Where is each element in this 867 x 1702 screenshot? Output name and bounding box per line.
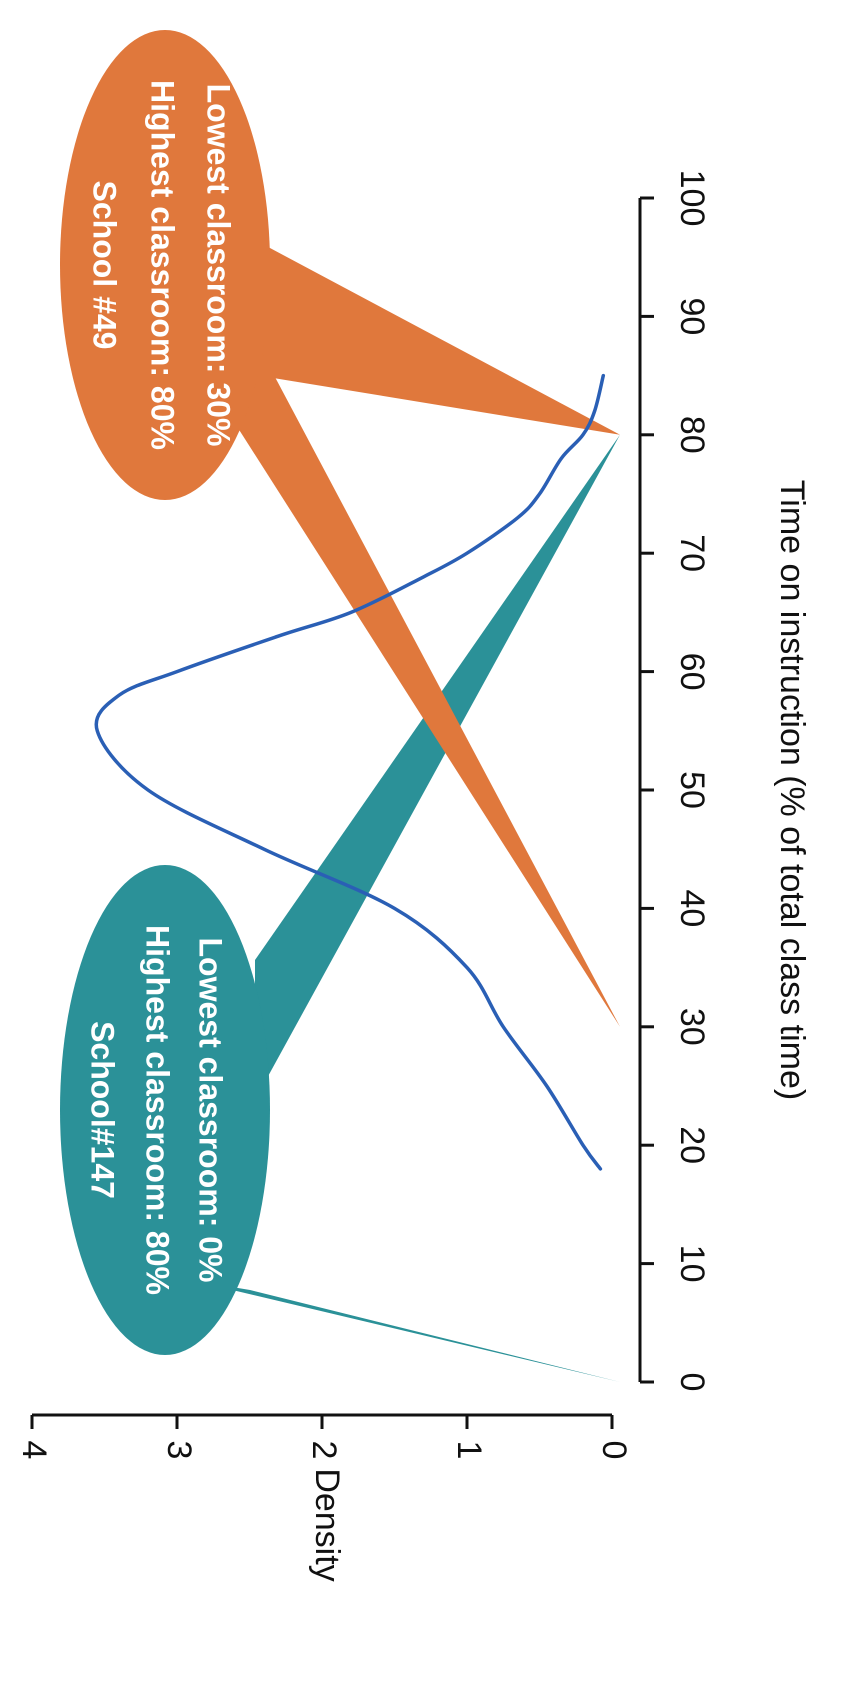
axis-labels-layer: Time on instruction (% of total class ti… xyxy=(308,480,811,1582)
y-tick-label-0: 0 xyxy=(595,1441,633,1460)
callout-school147-title: School#147 xyxy=(85,1021,121,1199)
x-tick-label-40: 40 xyxy=(673,889,711,927)
callouts-layer: School#147 Highest classroom: 80% Lowest c… xyxy=(60,30,620,1382)
x-tick-label-60: 60 xyxy=(673,653,711,691)
density-series-0 xyxy=(94,373,606,1171)
density-curve-layer xyxy=(94,373,606,1171)
x-tick-label-90: 90 xyxy=(673,297,711,335)
callout-pointer-school49-80 xyxy=(255,240,620,435)
x-tick-label-70: 70 xyxy=(673,534,711,572)
x-tick-label-100: 100 xyxy=(673,170,711,227)
x-tick-label-20: 20 xyxy=(673,1126,711,1164)
y-tick-label-2: 2 xyxy=(305,1441,343,1460)
callout-school147-line1: Highest classroom: 80% xyxy=(140,925,176,1295)
callout-pointer-school49-30 xyxy=(185,330,620,1027)
x-tick-label-50: 50 xyxy=(673,771,711,809)
y-tick-label-1: 1 xyxy=(450,1441,488,1460)
y-tick-label-3: 3 xyxy=(160,1441,198,1460)
callout-school49-line2: Lowest classroom: 30% xyxy=(201,84,237,447)
callout-school49: School #49 Highest classroom: 80% Lowest c… xyxy=(60,30,620,1027)
callout-bubble-school147 xyxy=(60,865,270,1355)
axes-layer: 0 10 20 30 40 50 60 70 80 90 100 0 1 2 3 4 xyxy=(15,170,711,1460)
callout-bubble-school49 xyxy=(60,30,270,500)
y-axis-title: Density xyxy=(308,1468,346,1581)
callout-school49-line1: Highest classroom: 80% xyxy=(145,80,181,450)
x-tick-label-80: 80 xyxy=(673,416,711,454)
x-tick-label-10: 10 xyxy=(673,1245,711,1283)
callout-school147: School#147 Highest classroom: 80% Lowest c… xyxy=(60,434,620,1382)
callout-pointer-school147-80 xyxy=(255,434,620,1100)
y-tick-label-4: 4 xyxy=(15,1441,53,1460)
callout-school49-title: School #49 xyxy=(87,181,123,350)
x-axis-title: Time on instruction (% of total class ti… xyxy=(773,480,811,1100)
callout-school147-line2: Lowest classroom: 0% xyxy=(193,938,229,1283)
callout-pointer-school147-0 xyxy=(190,1280,620,1382)
x-tick-label-0: 0 xyxy=(673,1373,711,1392)
x-tick-label-30: 30 xyxy=(673,1008,711,1046)
